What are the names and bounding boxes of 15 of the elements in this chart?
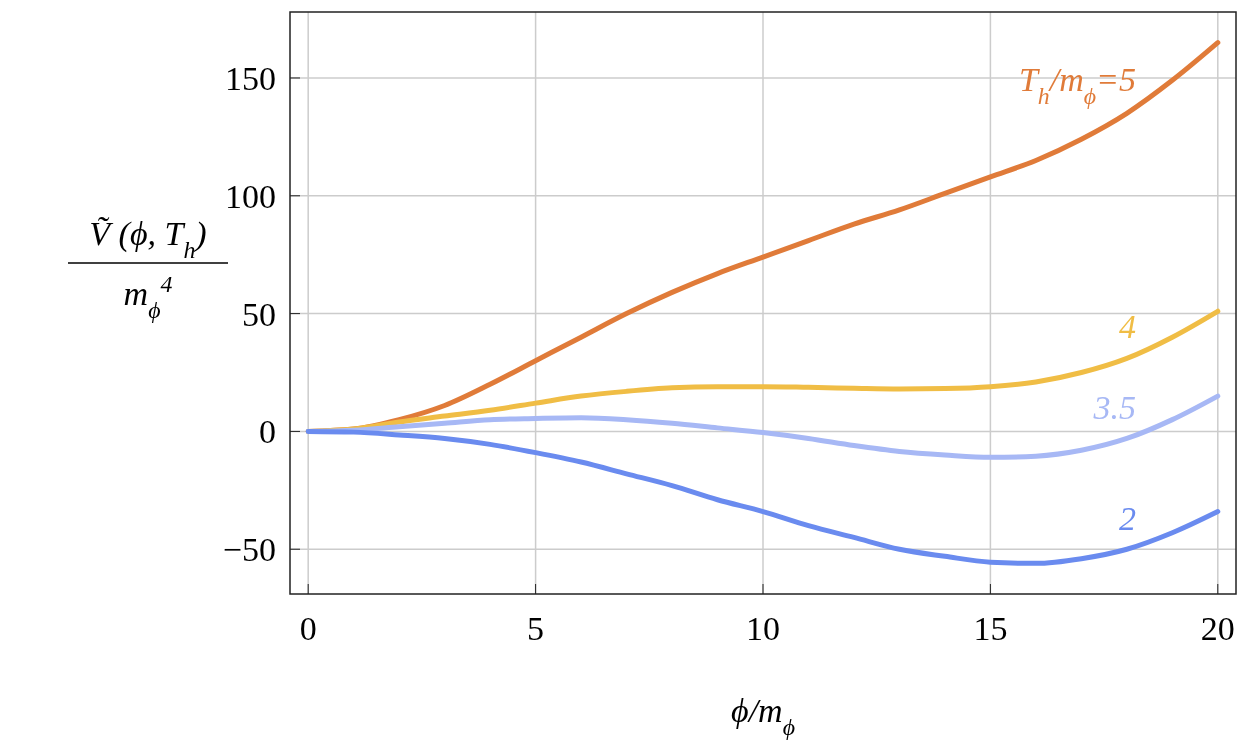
series-label: T$_{h}$/m$_{ϕ}$=5: [1018, 60, 1136, 109]
series-label: 2: [1119, 499, 1136, 537]
y-tick-label: 150: [225, 59, 276, 97]
x-tick-label: 20: [1200, 610, 1235, 647]
y-tick-label: 50: [242, 295, 276, 333]
x-tick-label: 0: [299, 610, 317, 647]
x-tick-label: 5: [527, 610, 545, 647]
y-tick-label: 0: [259, 413, 276, 451]
series-label: 4: [1119, 308, 1136, 346]
y-tick-label: 100: [225, 177, 276, 215]
series-label: 3.5: [1092, 388, 1136, 426]
y-tick-label: −50: [222, 531, 276, 569]
x-tick-label: 10: [746, 610, 780, 647]
x-axis-title: ϕ/m$_{ϕ}$: [731, 692, 795, 740]
x-tick-label: 15: [973, 610, 1008, 647]
